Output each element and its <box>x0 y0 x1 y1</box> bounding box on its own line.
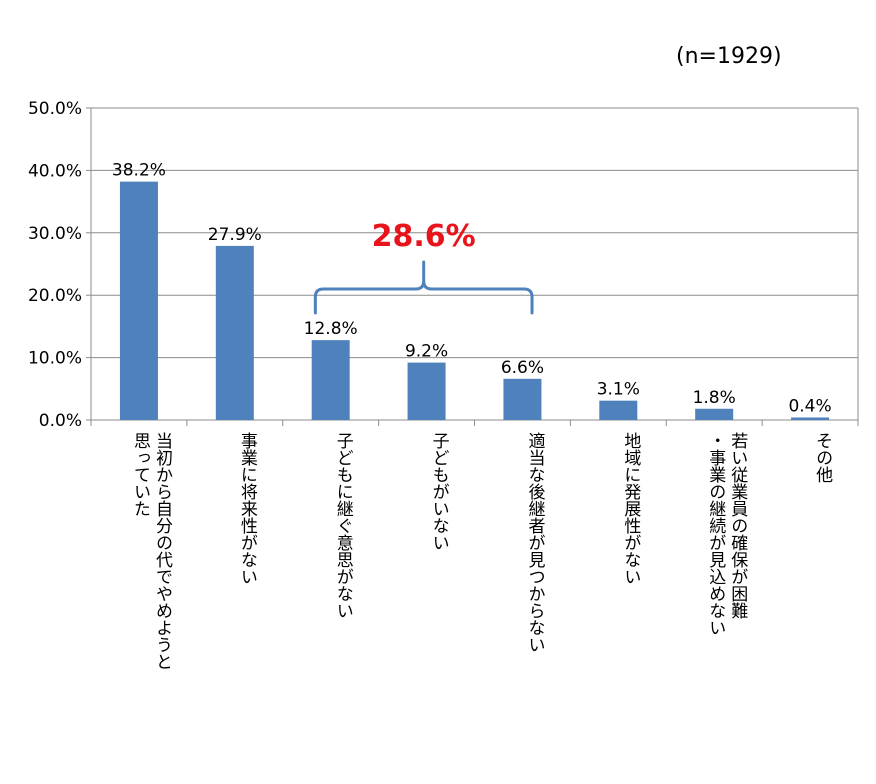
bracket-total-label: 28.6% <box>372 219 476 254</box>
y-tick-label: 10.0% <box>28 349 82 369</box>
bar-value-label: 9.2% <box>405 342 448 362</box>
bar-value-label: 27.9% <box>208 225 262 245</box>
bar <box>503 378 542 420</box>
bar <box>695 408 734 420</box>
category-label: 当初から自分の代でやめようと <box>152 432 173 670</box>
sample-size-note: (n=1929) <box>676 44 782 69</box>
bar-value-label: 12.8% <box>304 319 358 339</box>
bar-value-label: 0.4% <box>788 397 831 417</box>
plot-frame <box>90 108 859 426</box>
category-label: 思っていた <box>130 432 151 517</box>
y-tick-label: 0.0% <box>39 411 82 431</box>
category-label: ・事業の継続が見込めない <box>705 432 726 636</box>
category-label: 子どもがいない <box>429 432 450 551</box>
y-axis-ticks: 0.0% 10.0% 20.0% 30.0% 40.0% 50.0% <box>28 99 91 431</box>
bar-value-label: 1.8% <box>693 388 736 408</box>
category-label: その他 <box>812 432 833 483</box>
bar-value-label: 38.2% <box>112 161 166 181</box>
bars <box>119 181 830 420</box>
bar <box>599 400 638 420</box>
bar <box>791 417 830 420</box>
category-label: 若い従業員の確保が困難 <box>727 432 748 619</box>
bar <box>311 340 350 420</box>
data-labels: 38.2% 27.9% 12.8% 9.2% 6.6% 3.1% 1.8% 0.4% <box>112 161 832 417</box>
bracket-annotation: 28.6% <box>313 219 534 315</box>
y-tick-label: 20.0% <box>28 286 82 306</box>
bar <box>407 362 446 420</box>
y-tick-label: 50.0% <box>28 99 82 119</box>
bar <box>215 245 254 420</box>
category-label: 事業に将来性がない <box>237 432 258 585</box>
bar-value-label: 6.6% <box>501 358 544 378</box>
y-tick-label: 40.0% <box>28 161 82 181</box>
category-label: 子どもに継ぐ意思がない <box>333 432 354 619</box>
y-tick-label: 30.0% <box>28 224 82 244</box>
bracket-shape <box>313 260 534 315</box>
category-label: 適当な後継者が見つからない <box>524 432 545 653</box>
gridlines <box>91 107 858 421</box>
bar-value-label: 3.1% <box>597 380 640 400</box>
category-label: 地域に発展性がない <box>620 432 641 585</box>
bar <box>119 181 158 420</box>
